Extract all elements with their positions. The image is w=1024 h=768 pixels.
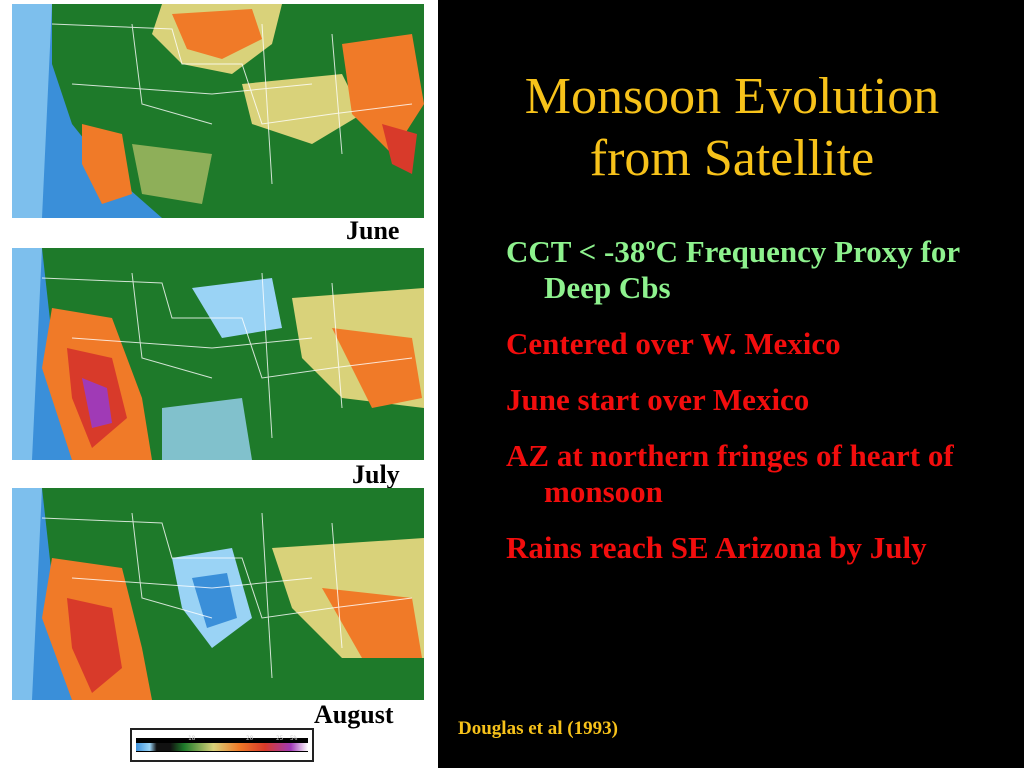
slide-title-line-2: from Satellite (589, 130, 875, 187)
bullet-item: Centered over W. Mexico (506, 326, 841, 361)
citation: Douglas et al (1993) (458, 718, 618, 739)
bullet-item: CCT < -38ºC Frequency Proxy for Deep Cbs (506, 234, 960, 305)
bullet-item: AZ at northern fringes of heart of monso… (506, 438, 954, 509)
bullet-item: June start over Mexico (506, 382, 810, 417)
map-label-july: July (352, 460, 400, 489)
map-label-august: August (314, 700, 394, 729)
bullet-list: CCT < -38ºC Frequency Proxy for Deep Cbs… (506, 234, 966, 586)
color-scale-ticks: 18 20 25 5% (136, 735, 308, 744)
june-satellite-map (12, 4, 424, 218)
color-scale-tick: 18 (188, 735, 196, 742)
july-satellite-map (12, 248, 424, 460)
color-scale-gradient (136, 743, 308, 751)
color-scale-tick: 25 (276, 735, 284, 742)
slide-title-line-1: Monsoon Evolution (524, 68, 940, 125)
map-label-june: June (346, 216, 400, 245)
color-scale-bar: 18 20 25 5% (130, 728, 314, 762)
slide-title: Monsoon Evolution from Satellite (440, 66, 1024, 190)
bullet-item: Rains reach SE Arizona by July (506, 530, 927, 565)
august-satellite-map (12, 488, 424, 700)
satellite-map-panel: June July (0, 0, 438, 768)
color-scale-tick: 5% (290, 735, 298, 742)
color-scale-tick: 20 (246, 735, 254, 742)
